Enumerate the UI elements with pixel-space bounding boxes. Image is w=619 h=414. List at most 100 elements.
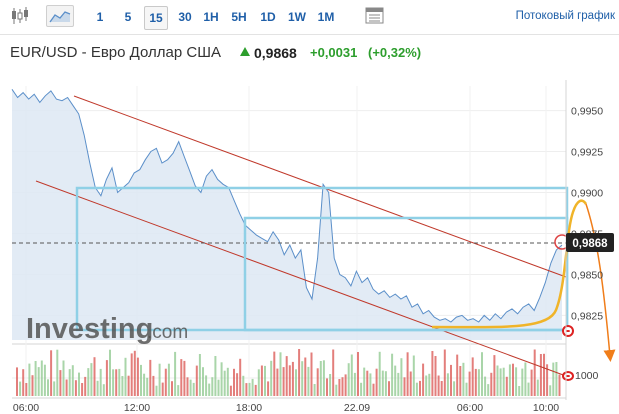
- last-price: 0,9868: [254, 45, 297, 61]
- volume-bar: [301, 361, 304, 396]
- volume-tick-label: 1000: [575, 370, 599, 382]
- interval-1h-button[interactable]: 1H: [203, 10, 219, 24]
- volume-bar: [338, 379, 341, 396]
- volume-bar: [375, 368, 378, 396]
- volume-bar: [468, 371, 471, 396]
- volume-bar: [360, 382, 363, 396]
- volume-bar: [388, 381, 390, 396]
- volume-bar: [248, 382, 251, 396]
- volume-bar: [155, 385, 158, 396]
- volume-bar: [357, 352, 359, 396]
- volume-bar: [167, 363, 170, 396]
- volume-bar: [279, 352, 282, 396]
- volume-bar: [443, 349, 446, 396]
- volume-bar: [459, 366, 462, 396]
- volume-bar: [62, 360, 65, 396]
- volume-bar: [90, 363, 93, 396]
- stream-chart-link[interactable]: Потоковый график: [515, 10, 615, 22]
- volume-bar: [288, 365, 291, 396]
- volume-bar: [406, 352, 409, 396]
- volume-bar: [363, 367, 366, 396]
- price-tag-box: [566, 233, 614, 252]
- volume-bar: [198, 354, 201, 396]
- volume-bar: [319, 361, 322, 396]
- marker-dot-center: [566, 375, 570, 377]
- area-chart-icon[interactable]: [46, 5, 74, 27]
- volume-bar: [477, 369, 480, 396]
- interval-1w-button[interactable]: 1W: [288, 10, 306, 24]
- interval-5-button[interactable]: 5: [124, 10, 132, 24]
- volume-bar: [347, 363, 350, 396]
- volume-bar: [47, 379, 49, 396]
- volume-bar: [25, 383, 28, 396]
- volume-bar: [341, 377, 344, 396]
- volume-bar: [171, 381, 173, 396]
- volume-bar: [366, 370, 369, 396]
- volume-bar: [81, 383, 84, 396]
- volume-bar: [130, 353, 133, 396]
- chart-title-bar: EUR/USD - Евро Доллар США 0,9868 +0,0031…: [0, 40, 619, 64]
- interval-1d-button[interactable]: 1D: [260, 10, 276, 24]
- volume-bar: [226, 367, 229, 396]
- interval-30-button[interactable]: 30: [178, 10, 192, 24]
- volume-bar: [115, 369, 118, 396]
- volume-bar: [31, 375, 34, 396]
- volume-bar: [208, 383, 211, 396]
- volume-bar: [174, 351, 177, 396]
- volume-bar: [19, 381, 22, 396]
- volume-bar: [508, 364, 511, 396]
- y-tick-label: 0,9825: [571, 310, 603, 322]
- volume-bar: [487, 384, 490, 396]
- volume-bar: [419, 380, 421, 396]
- range-box-inner: [243, 216, 569, 332]
- volume-bar: [192, 382, 195, 396]
- volume-bar: [121, 376, 124, 396]
- interval-5h-button[interactable]: 5H: [231, 10, 247, 24]
- volume-bar: [257, 369, 260, 396]
- volume-bar: [453, 381, 456, 396]
- interval-1-button[interactable]: 1: [96, 10, 104, 24]
- candlestick-icon[interactable]: [9, 6, 31, 26]
- volume-bar: [298, 349, 301, 396]
- volume-bar: [465, 382, 468, 396]
- volume-bar: [512, 363, 514, 396]
- volume-bar: [118, 368, 121, 396]
- volume-bar: [233, 368, 235, 396]
- volume-bar: [143, 373, 146, 396]
- volume-bar: [161, 382, 164, 396]
- volume-bar: [372, 383, 375, 396]
- volume-bar: [74, 380, 77, 396]
- volume-bar: [53, 381, 56, 396]
- volume-bar: [239, 358, 242, 396]
- volume-bar: [93, 357, 96, 396]
- interval-1m-button[interactable]: 1M: [317, 10, 335, 24]
- projection-arrow: [585, 203, 616, 362]
- interval-15-button[interactable]: 15: [144, 6, 168, 30]
- volume-bar: [127, 375, 130, 396]
- price-change: +0,0031: [310, 45, 358, 60]
- volume-bar: [422, 363, 425, 396]
- volume-bar: [440, 381, 443, 396]
- volume-bar: [56, 349, 59, 396]
- volume-bar: [518, 386, 521, 396]
- volume-bar: [223, 370, 226, 396]
- volume-bar: [195, 365, 198, 396]
- volume-bar: [105, 360, 108, 396]
- volume-bar: [96, 380, 99, 396]
- instrument-name: EUR/USD - Евро Доллар США: [10, 44, 221, 61]
- volume-bar: [481, 352, 483, 396]
- volume-bar: [186, 377, 189, 396]
- price-tag-text: 0,9868: [572, 238, 608, 250]
- projection-curve: [431, 199, 588, 329]
- volume-bar: [493, 355, 496, 396]
- volume-bar: [158, 363, 161, 396]
- volume-bar: [102, 384, 105, 396]
- volume-bar: [251, 378, 254, 396]
- volume-bar: [59, 370, 62, 396]
- table-icon[interactable]: [364, 6, 386, 26]
- x-tick-label: 22.09: [344, 402, 370, 414]
- volume-bar: [310, 352, 313, 396]
- volume-bar: [381, 370, 384, 396]
- price-area-fill: [12, 89, 562, 340]
